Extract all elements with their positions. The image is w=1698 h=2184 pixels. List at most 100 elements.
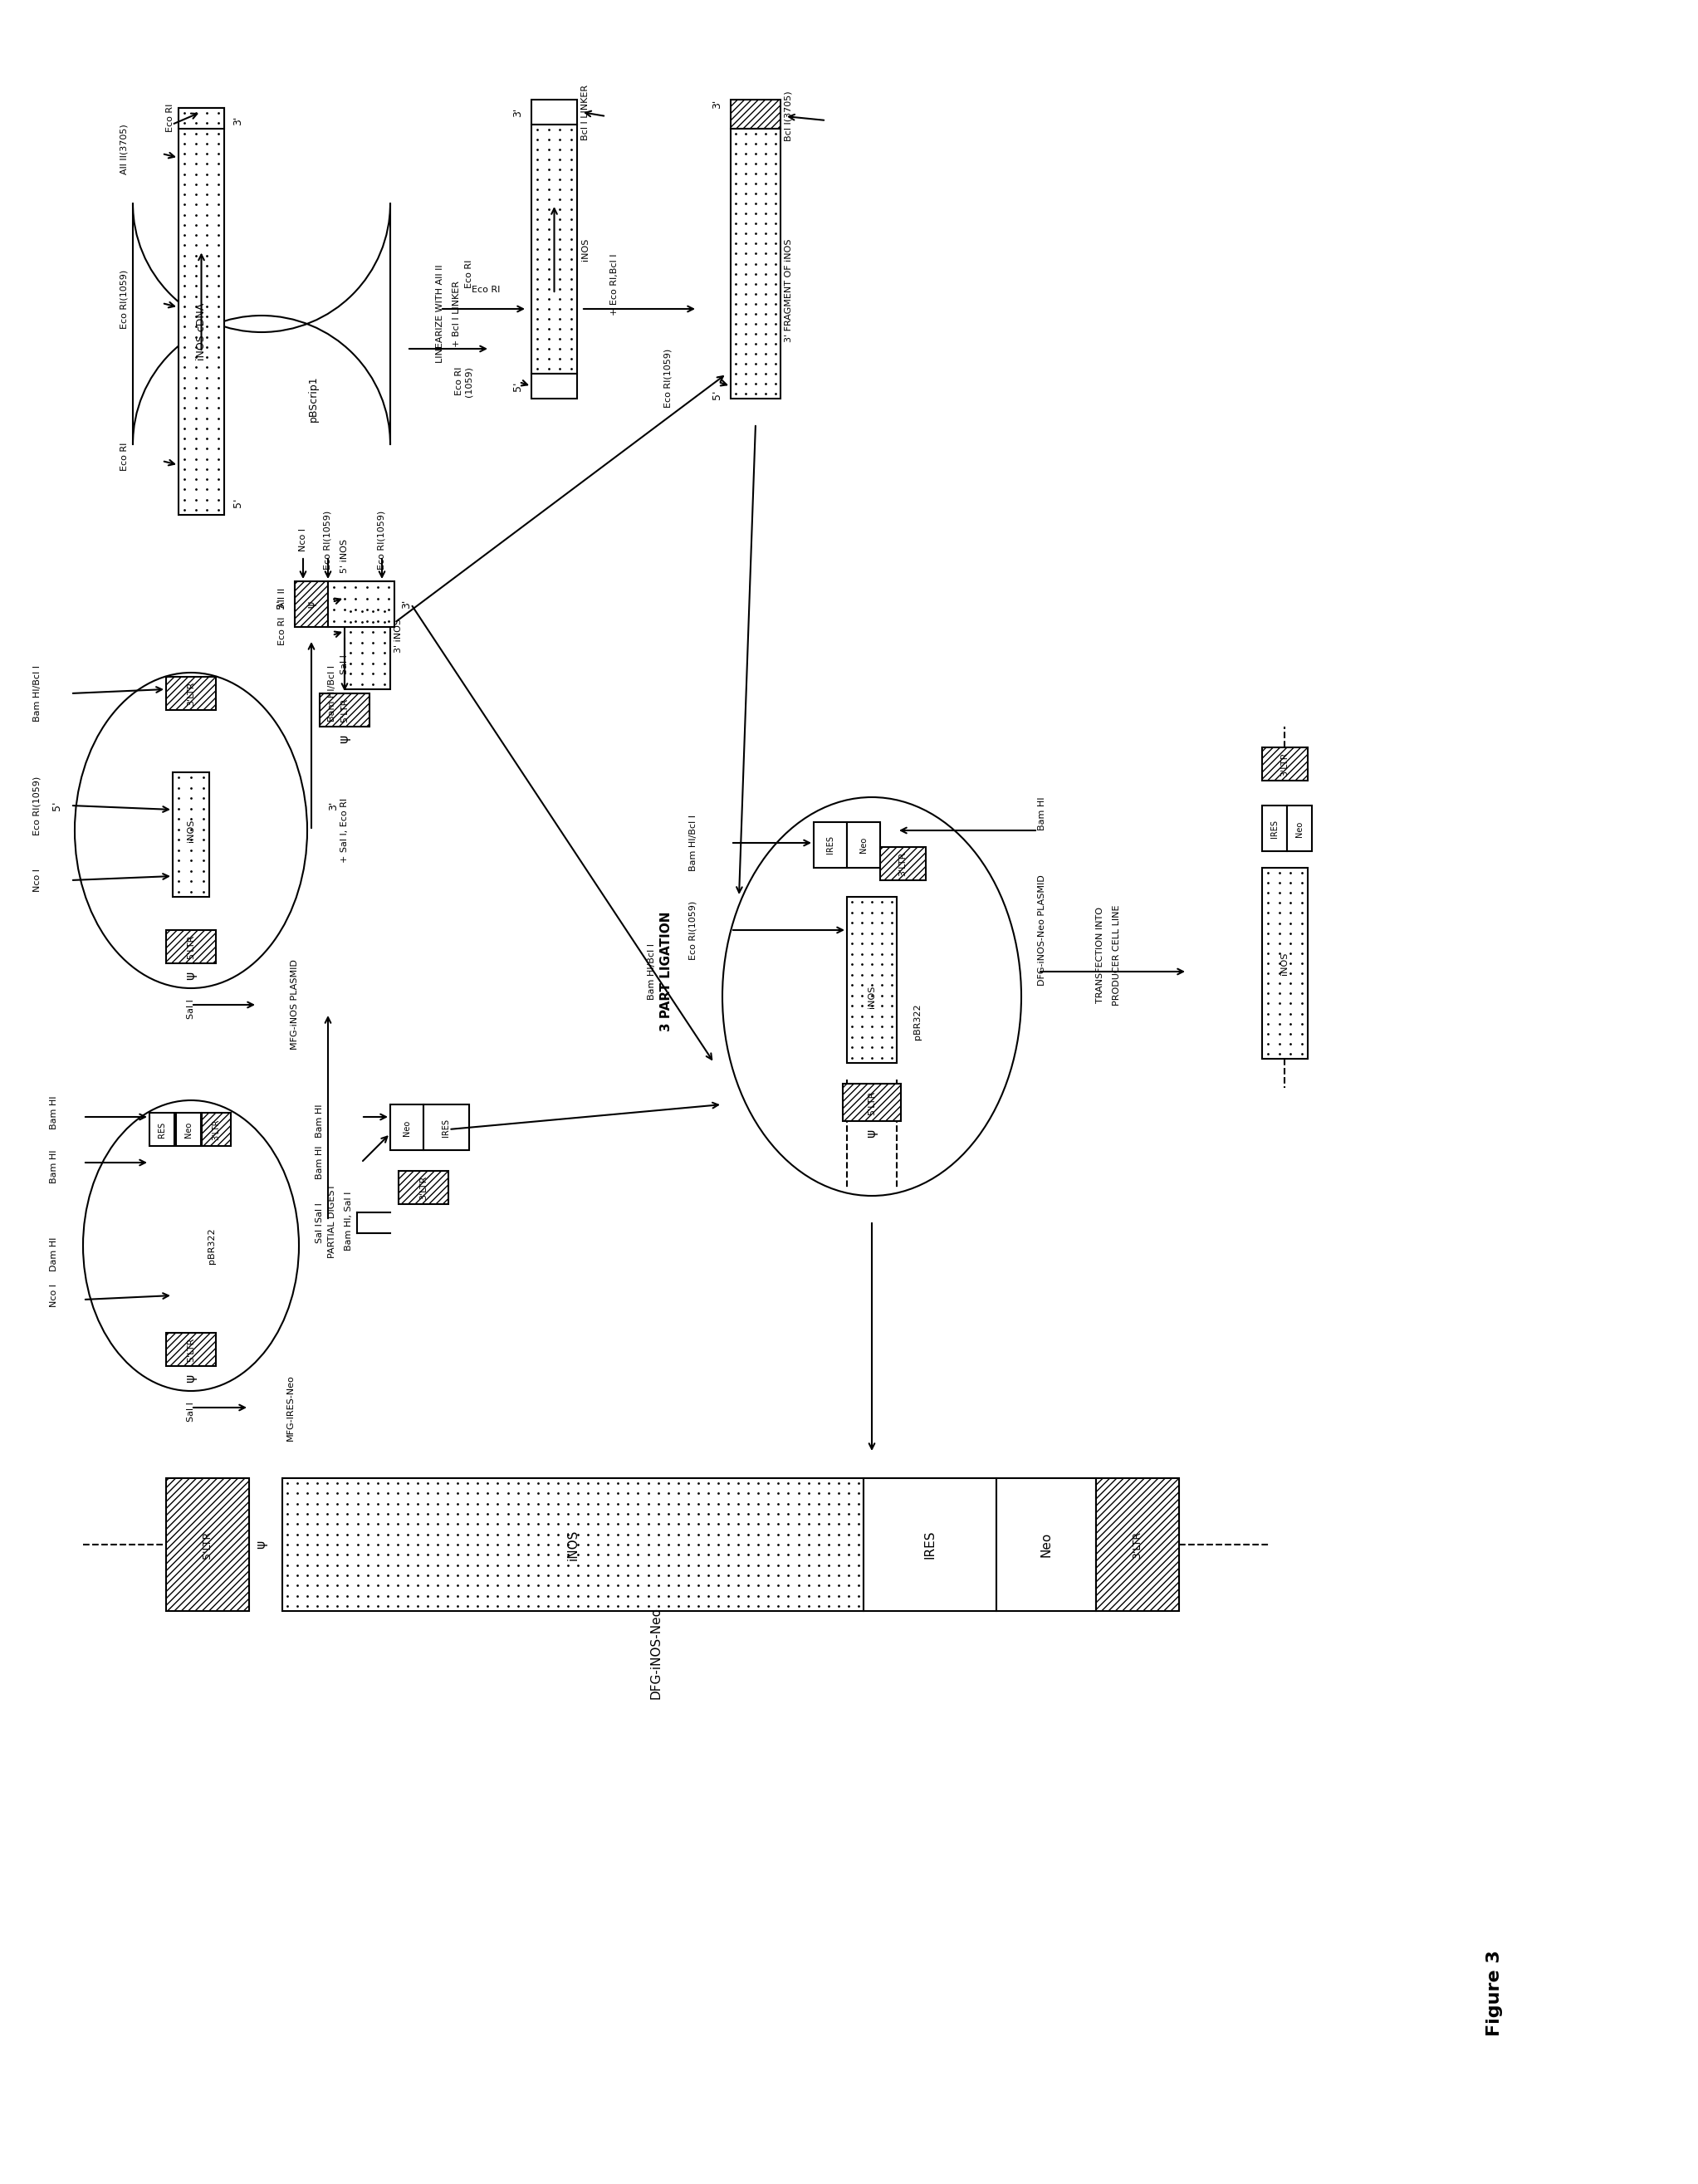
Text: Figure 3: Figure 3 [1486, 1950, 1503, 2035]
Bar [847, 898, 897, 1064]
Bar [173, 773, 209, 898]
Bar [1095, 1479, 1178, 1612]
Text: 5'LTR: 5'LTR [202, 1531, 212, 1559]
Text: Bam HI: Bam HI [1037, 797, 1046, 830]
Text: Eco RI(1059): Eco RI(1059) [121, 269, 129, 328]
Text: DFG-iNOS-Neo PLASMID: DFG-iNOS-Neo PLASMID [1037, 874, 1046, 985]
Text: Sal I: Sal I [316, 1203, 324, 1223]
Text: Nco I: Nco I [34, 869, 41, 891]
Text: 5'LTR: 5'LTR [868, 1090, 876, 1116]
Text: Eco RI: Eco RI [472, 286, 499, 295]
Bar [166, 930, 216, 963]
Text: Eco RI(1059): Eco RI(1059) [377, 511, 385, 570]
Text: Bam HI: Bam HI [316, 1147, 324, 1179]
Bar [531, 373, 577, 400]
Text: ψ: ψ [306, 601, 318, 607]
Bar [730, 129, 781, 400]
Bar [1262, 747, 1307, 780]
Text: 5': 5' [233, 498, 243, 507]
Bar [847, 821, 880, 867]
Text: Nco I: Nco I [49, 1284, 58, 1306]
Text: 3'LTR: 3'LTR [898, 852, 907, 876]
Text: 3'LTR: 3'LTR [212, 1118, 221, 1140]
Text: Sal I: Sal I [340, 655, 348, 675]
Text: ψ: ψ [338, 734, 351, 743]
Text: iNOS: iNOS [868, 985, 876, 1007]
Text: Eco RI: Eco RI [121, 443, 129, 472]
Bar [328, 581, 394, 627]
Text: 3': 3' [233, 116, 243, 124]
Text: Eco RI(1059): Eco RI(1059) [689, 900, 698, 959]
Text: Eco RI: Eco RI [278, 616, 287, 646]
Text: 5': 5' [711, 389, 722, 400]
Text: 5'LTR: 5'LTR [187, 1337, 195, 1361]
Text: All II(3705): All II(3705) [121, 124, 129, 175]
Text: Eco RI
(1059): Eco RI (1059) [455, 367, 474, 397]
Text: Neo: Neo [402, 1120, 411, 1136]
Text: 5': 5' [275, 598, 287, 609]
Bar [166, 677, 216, 710]
Ellipse shape [75, 673, 307, 987]
Text: Neo: Neo [859, 836, 868, 852]
Text: 3': 3' [711, 98, 722, 109]
Text: Dam HI: Dam HI [49, 1236, 58, 1271]
Bar [149, 1114, 175, 1147]
Text: 3'LTR: 3'LTR [1133, 1531, 1143, 1559]
Bar [864, 1479, 997, 1612]
Text: ψ: ψ [255, 1540, 268, 1548]
Text: IRES: IRES [924, 1531, 936, 1559]
Text: pBScrip1: pBScrip1 [307, 376, 319, 422]
Bar [842, 1083, 902, 1120]
Text: ψ: ψ [866, 1129, 878, 1138]
Bar [178, 107, 224, 129]
Text: IRES: IRES [1270, 819, 1279, 839]
Text: 3': 3' [401, 598, 413, 609]
Bar [345, 607, 391, 690]
Text: 3 PART LIGATION: 3 PART LIGATION [661, 911, 672, 1031]
Bar [997, 1479, 1095, 1612]
Bar [295, 581, 328, 627]
Text: Neo: Neo [1039, 1531, 1053, 1557]
Text: 5'LTR: 5'LTR [340, 699, 348, 723]
Text: ψ: ψ [185, 972, 197, 981]
Bar [391, 1105, 423, 1151]
Bar [202, 1114, 231, 1147]
Text: + Eco RI,BcI I: + Eco RI,BcI I [610, 253, 618, 317]
Bar [813, 821, 847, 867]
Text: Bam HI/BcI I: Bam HI/BcI I [647, 943, 655, 1000]
Text: Bam HI/BcI I: Bam HI/BcI I [328, 666, 336, 721]
Text: Sal I: Sal I [187, 1402, 195, 1422]
Bar [880, 847, 925, 880]
Text: pBR322: pBR322 [207, 1227, 216, 1265]
Bar [282, 1479, 864, 1612]
Text: 3'LTR: 3'LTR [419, 1175, 428, 1199]
Text: iNOS: iNOS [581, 238, 589, 260]
Text: BcI I LINKER: BcI I LINKER [581, 85, 589, 140]
Bar [177, 1114, 200, 1147]
Bar [1262, 867, 1307, 1059]
Bar [166, 1332, 216, 1365]
Text: Bam HI: Bam HI [49, 1151, 58, 1184]
Text: IRES: IRES [441, 1118, 450, 1138]
Text: Neo: Neo [185, 1120, 192, 1138]
Text: + Sal I, Eco RI: + Sal I, Eco RI [340, 797, 348, 863]
Text: 5' iNOS: 5' iNOS [340, 539, 348, 572]
Bar [1287, 806, 1313, 852]
Text: ψ: ψ [185, 1374, 197, 1382]
Bar [531, 100, 577, 124]
Text: LINEARIZE WITH AII II: LINEARIZE WITH AII II [436, 264, 445, 363]
Text: Eco RI(1059): Eco RI(1059) [34, 775, 41, 834]
Text: TRANSFECTION INTO: TRANSFECTION INTO [1095, 906, 1104, 1002]
Text: Bam HI/BcI I: Bam HI/BcI I [689, 815, 698, 871]
Text: iNOS: iNOS [1280, 952, 1289, 974]
Text: AII II: AII II [278, 587, 287, 607]
Text: 3'LTR: 3'LTR [187, 681, 195, 705]
Text: IRES: IRES [827, 836, 834, 854]
Bar [399, 1171, 448, 1203]
Text: Eco RI(1059): Eco RI(1059) [324, 511, 333, 570]
Text: RES: RES [158, 1120, 166, 1138]
Text: MFG-iNOS PLASMID: MFG-iNOS PLASMID [290, 959, 299, 1051]
Text: 5'LTR: 5'LTR [187, 935, 195, 959]
Bar [166, 1479, 250, 1612]
Text: iNOS cDNA: iNOS cDNA [195, 304, 207, 360]
